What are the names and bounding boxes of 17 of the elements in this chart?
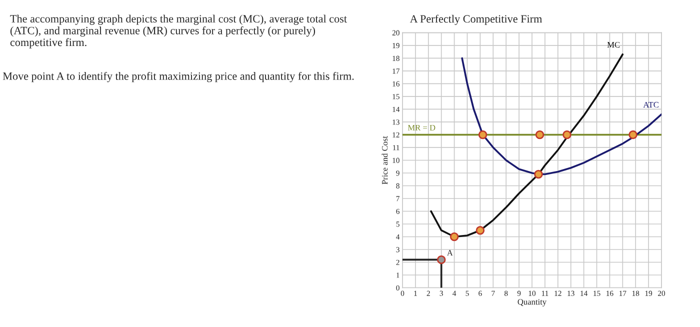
series-label: MR = D [408, 124, 436, 130]
text: Move point A to identify the profit maximizing price and quantity for this firm. [2, 72, 354, 82]
point [476, 226, 485, 235]
point [478, 130, 488, 140]
chart-title: A Perfectly Competitive Firm [410, 14, 542, 25]
annotation: A [446, 250, 453, 256]
y-axis-title: Price and Cost [382, 136, 388, 184]
text: The accompanying graph depicts the marginal cost (MC), average total cost (ATC), and marginal revenue (MR) curves for a perfectly (or purely) competitive firm. [10, 14, 347, 48]
point [436, 255, 446, 264]
point [534, 170, 543, 179]
point [450, 232, 459, 242]
series-label: MC [607, 42, 620, 48]
point [535, 130, 544, 140]
x-axis-title: Quantity [518, 299, 547, 306]
point [628, 130, 638, 140]
point [562, 130, 572, 140]
series-label: ATC [643, 102, 658, 108]
